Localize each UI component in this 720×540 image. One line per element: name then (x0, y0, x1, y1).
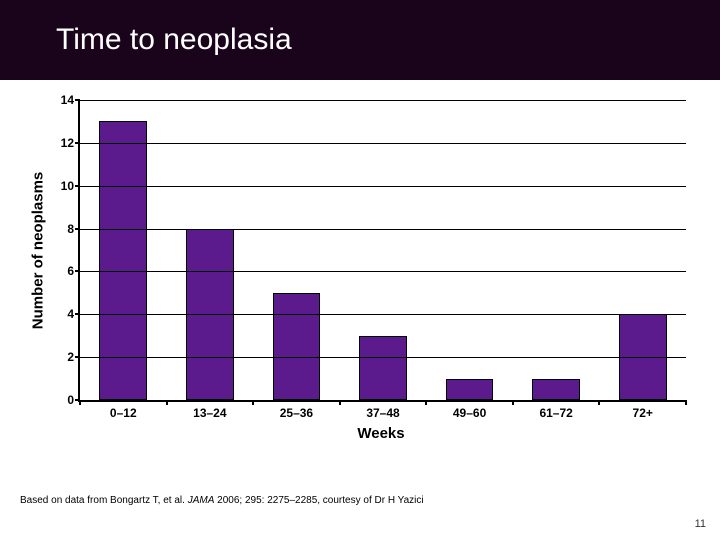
x-tick-mark (598, 400, 600, 405)
y-tick-mark (75, 228, 80, 230)
citation-journal: JAMA (188, 495, 215, 506)
citation: Based on data from Bongartz T, et al. JA… (20, 495, 424, 506)
x-tick-mark (252, 400, 254, 405)
x-tick-label: 0–12 (110, 400, 137, 420)
x-tick-label: 61–72 (539, 400, 572, 420)
y-tick-mark (75, 313, 80, 315)
citation-prefix: Based on data from Bongartz T, et al. (20, 495, 188, 506)
y-axis-label: Number of neoplasms (30, 171, 47, 329)
x-tick-label: 37–48 (366, 400, 399, 420)
bar (99, 121, 147, 400)
x-axis-label: Weeks (78, 425, 684, 442)
plot-area: 024681012140–1213–2425–3637–4849–6061–72… (78, 100, 686, 402)
gridline (80, 100, 686, 101)
bar (532, 379, 580, 400)
y-tick-mark (75, 142, 80, 144)
citation-suffix: 2006; 295: 2275–2285, courtesy of Dr H Y… (214, 495, 423, 506)
x-tick-mark (512, 400, 514, 405)
bar (446, 379, 494, 400)
x-tick-label: 13–24 (193, 400, 226, 420)
x-tick-label: 25–36 (280, 400, 313, 420)
x-tick-mark (339, 400, 341, 405)
y-tick-mark (75, 185, 80, 187)
gridline (80, 229, 686, 230)
x-tick-mark (166, 400, 168, 405)
gridline (80, 186, 686, 187)
x-tick-label: 49–60 (453, 400, 486, 420)
x-tick-label: 72+ (633, 400, 653, 420)
chart: Number of neoplasms 024681012140–1213–24… (34, 100, 698, 450)
y-axis-label-wrap: Number of neoplasms (26, 100, 50, 400)
bars-layer (80, 100, 686, 400)
y-tick-mark (75, 99, 80, 101)
title-band: Time to neoplasia (0, 0, 720, 80)
bar (359, 336, 407, 400)
slide: Time to neoplasia Number of neoplasms 02… (0, 0, 720, 540)
gridline (80, 143, 686, 144)
gridline (80, 314, 686, 315)
gridline (80, 357, 686, 358)
x-tick-mark (79, 400, 81, 405)
x-tick-mark (685, 400, 687, 405)
x-tick-mark (425, 400, 427, 405)
y-tick-mark (75, 356, 80, 358)
bar (273, 293, 321, 400)
slide-number: 11 (695, 518, 706, 530)
slide-title: Time to neoplasia (56, 23, 292, 57)
y-tick-mark (75, 270, 80, 272)
gridline (80, 271, 686, 272)
